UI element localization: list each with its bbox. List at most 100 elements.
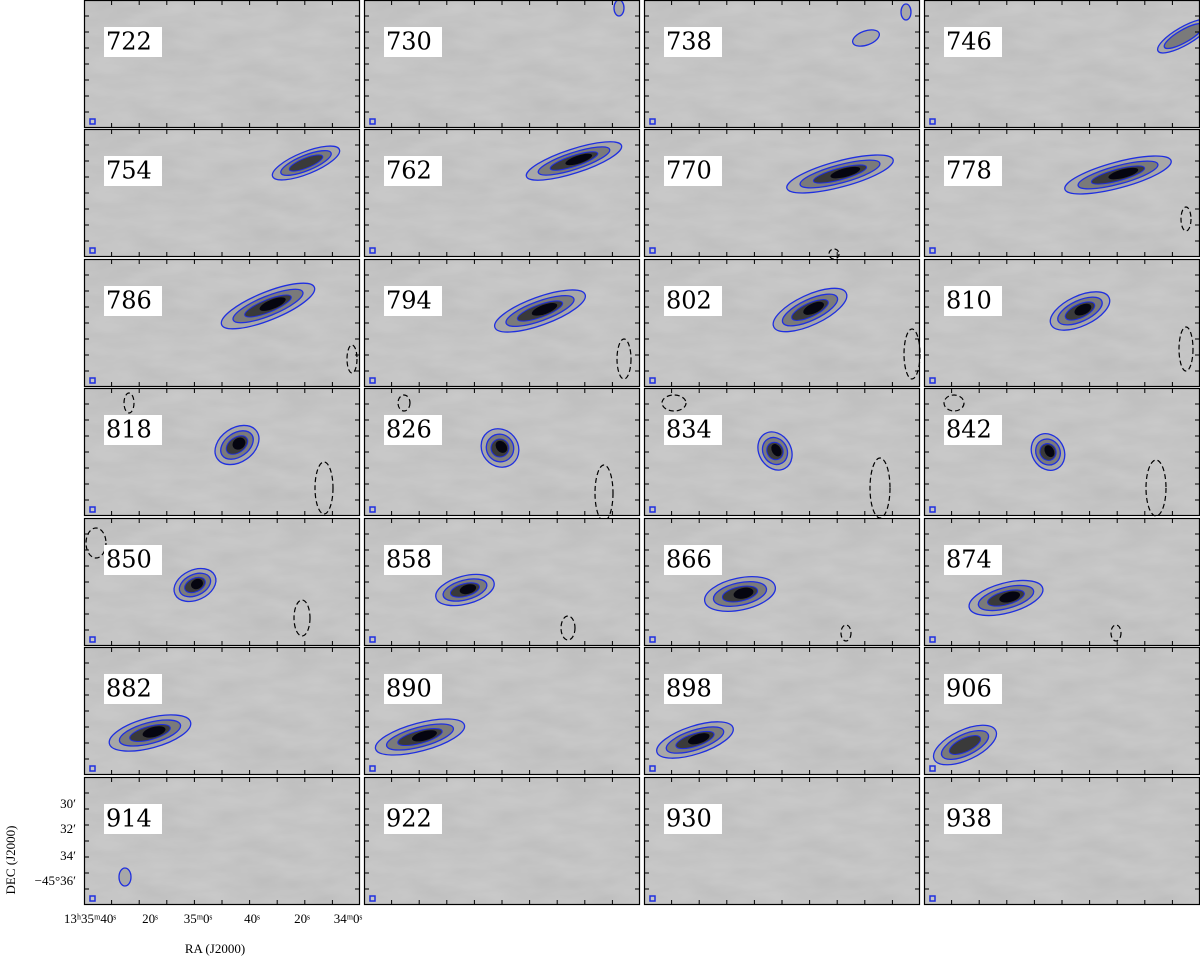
beam xyxy=(929,506,936,513)
contour xyxy=(613,0,625,17)
channel-panel: 722 xyxy=(83,0,361,129)
panel-frame xyxy=(643,0,921,129)
channel-label: 802 xyxy=(666,287,712,315)
channel-label: 858 xyxy=(386,546,432,574)
panel-texture xyxy=(924,129,1200,257)
panel-frame xyxy=(363,517,641,647)
channel-panel: 930 xyxy=(643,776,921,906)
beam xyxy=(649,247,656,254)
panel-frame xyxy=(83,776,361,906)
x-tick-label: 13ʰ35ᵐ40ˢ xyxy=(64,911,117,926)
channel-panel: 754 xyxy=(83,128,361,258)
negative-contour xyxy=(560,615,576,641)
peak xyxy=(531,303,558,316)
contour xyxy=(948,735,982,755)
x-tick-label: 34ᵐ0ˢ xyxy=(334,911,363,926)
peak xyxy=(771,444,782,457)
peak xyxy=(803,301,824,315)
label-box xyxy=(384,674,442,704)
peak xyxy=(688,733,710,745)
negative-contour xyxy=(1110,624,1122,642)
label-box xyxy=(944,27,1002,57)
beam xyxy=(89,636,96,643)
label-box xyxy=(664,545,722,575)
panel-texture xyxy=(924,518,1200,646)
negative-contour xyxy=(1145,459,1167,517)
beam xyxy=(369,377,376,384)
channel-label: 730 xyxy=(386,28,432,56)
label-box xyxy=(384,156,442,186)
negative-contour xyxy=(346,344,358,374)
channel-panel: 834 xyxy=(643,387,921,519)
contour xyxy=(851,29,881,47)
panel-frame xyxy=(363,258,641,388)
panel-texture xyxy=(644,518,920,646)
beam xyxy=(649,118,656,125)
peak xyxy=(259,297,286,311)
channel-label: 818 xyxy=(106,416,152,444)
label-box xyxy=(664,804,722,834)
panel-frame xyxy=(363,387,641,517)
panel-frame xyxy=(83,387,361,517)
channel-panel: 786 xyxy=(83,258,361,388)
peak xyxy=(1108,167,1139,180)
channel-panel: 922 xyxy=(363,776,641,906)
peak xyxy=(232,437,246,450)
panel-texture xyxy=(364,0,640,128)
beam xyxy=(89,247,96,254)
channel-label: 738 xyxy=(666,28,712,56)
label-box xyxy=(104,415,162,445)
beam xyxy=(649,765,656,772)
label-box xyxy=(104,545,162,575)
label-box xyxy=(384,286,442,316)
peak xyxy=(191,578,203,590)
label-box xyxy=(944,674,1002,704)
channel-panel: 826 xyxy=(363,387,641,522)
beam xyxy=(369,636,376,643)
label-box xyxy=(944,286,1002,316)
panel-texture xyxy=(644,0,920,128)
beam xyxy=(649,377,656,384)
panel-texture xyxy=(364,647,640,775)
beam xyxy=(369,895,376,902)
label-box xyxy=(664,415,722,445)
panel-texture xyxy=(924,0,1200,128)
beam xyxy=(929,118,936,125)
peak xyxy=(411,730,437,742)
panel-texture xyxy=(84,647,360,775)
panel-frame xyxy=(643,646,921,776)
channel-label: 770 xyxy=(666,157,712,185)
beam xyxy=(929,895,936,902)
beam xyxy=(929,765,936,772)
panel-texture xyxy=(364,518,640,646)
negative-contour xyxy=(1180,206,1192,232)
channel-panel: 914 xyxy=(83,776,361,906)
peak xyxy=(565,153,593,166)
channel-panel: 874 xyxy=(923,517,1200,647)
channel-panel: 762 xyxy=(363,128,641,258)
label-box xyxy=(384,415,442,445)
panel-frame xyxy=(643,776,921,906)
negative-contour xyxy=(943,394,965,412)
y-axis-label: DEC (J2000) xyxy=(3,826,18,895)
channel-panel: 746 xyxy=(923,0,1200,129)
label-box xyxy=(944,415,1002,445)
beam xyxy=(369,506,376,513)
negative-contour xyxy=(616,338,632,380)
contour xyxy=(1163,22,1200,50)
panel-frame xyxy=(83,128,361,258)
channel-panel: 858 xyxy=(363,517,641,647)
panel-frame xyxy=(643,128,921,258)
peak xyxy=(495,440,508,453)
channel-label: 762 xyxy=(386,157,432,185)
label-box xyxy=(104,156,162,186)
x-tick-label: 20ˢ xyxy=(142,911,158,926)
channel-label: 842 xyxy=(946,416,992,444)
channel-panel: 850 xyxy=(83,517,361,647)
beam xyxy=(89,765,96,772)
channel-panel: 802 xyxy=(643,248,921,388)
panel-frame xyxy=(363,0,641,129)
channel-panel: 898 xyxy=(643,646,921,776)
panel-frame xyxy=(643,387,921,517)
